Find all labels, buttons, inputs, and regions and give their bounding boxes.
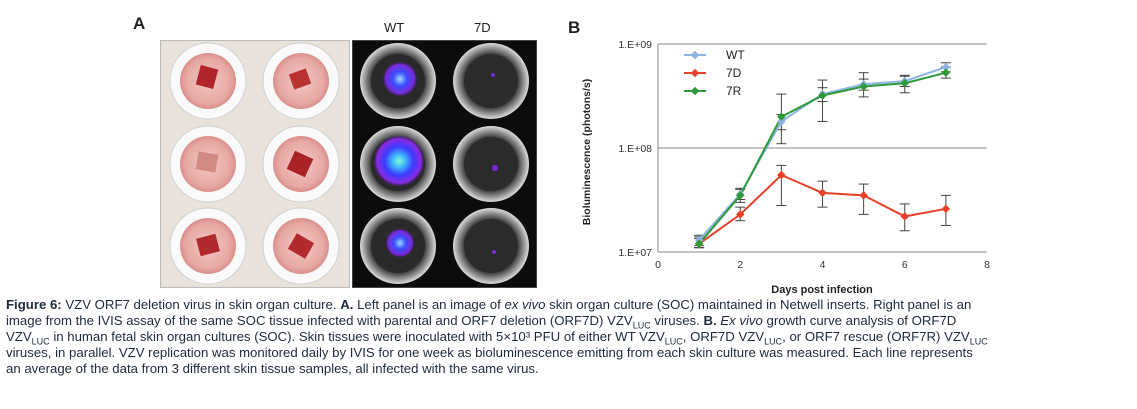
caption-text: viruses.	[650, 313, 704, 328]
axes: 1.E+07 1.E+08 1.E+09 0 2 4 6 8	[618, 39, 990, 271]
panel-b-letter: B	[568, 18, 581, 37]
growth-curve-chart: 1.E+07 1.E+08 1.E+09 0 2 4 6 8 WT 7D 7R Biolumine…	[581, 39, 990, 296]
data-point-7d	[818, 188, 827, 198]
caption-b-label: B.	[703, 313, 717, 328]
panel-a-letter: A	[133, 14, 146, 33]
legend-label-7r: 7R	[726, 84, 742, 98]
caption-text: growth curve analysis of ORF7D	[762, 313, 957, 328]
legend-label-7d: 7D	[726, 66, 742, 80]
caption-text: VZV ORF7 deletion virus in skin organ cu…	[61, 297, 341, 312]
caption-line-3: VZVLUC in human fetal skin organ culture…	[6, 329, 1130, 347]
x-tick-label: 8	[984, 259, 990, 271]
ivis-well-grid	[360, 43, 529, 284]
caption-text: in human fetal skin organ cultures (SOC)…	[49, 329, 665, 344]
caption-subscript: LUC	[31, 336, 50, 347]
caption-text: , ORF7D VZV	[682, 329, 765, 344]
data-point-7d	[941, 204, 951, 214]
y-tick-label: 1.E+09	[618, 39, 652, 51]
y-axis-label: Bioluminescence (photons/s)	[581, 79, 593, 225]
skin-culture-wells	[169, 42, 340, 285]
ivis-image	[352, 40, 537, 288]
legend: WT 7D 7R	[684, 48, 745, 98]
caption-text: Left panel is an image of	[353, 297, 505, 312]
data-point-7d	[900, 212, 909, 221]
caption-text: viruses, in parallel. VZV replication wa…	[6, 345, 973, 360]
ivis-wells	[360, 43, 529, 284]
well-grid	[169, 42, 340, 285]
caption-text: VZV	[6, 329, 32, 344]
caption-line-4: viruses, in parallel. VZV replication wa…	[6, 345, 1130, 361]
caption-italic: ex vivo	[504, 297, 546, 312]
caption-text: , or ORF7 rescue (ORF7R) VZV	[782, 329, 970, 344]
legend-marker-wt	[690, 50, 700, 60]
x-axis-label: Days post infection	[771, 284, 873, 296]
caption-line-1: Figure 6: VZV ORF7 deletion virus in ski…	[6, 297, 1130, 313]
gridlines	[658, 43, 987, 149]
legend-label-wt: WT	[726, 48, 745, 62]
y-tick-label: 1.E+08	[618, 143, 652, 155]
caption-subscript: LUC	[664, 336, 683, 347]
caption-italic: Ex vivo	[720, 313, 763, 328]
figure-caption: Figure 6: VZV ORF7 deletion virus in ski…	[6, 297, 1130, 377]
legend-marker-7d	[690, 68, 700, 78]
caption-text: image from the IVIS assay of the same SO…	[6, 313, 633, 328]
x-tick-label: 6	[902, 259, 908, 271]
data-point-7d	[859, 191, 868, 200]
x-tick-label: 0	[655, 259, 661, 271]
y-tick-label: 1.E+07	[618, 247, 652, 259]
legend-marker-7r	[690, 86, 700, 96]
caption-figure-label: Figure 6:	[6, 297, 62, 312]
caption-a-label: A.	[340, 297, 354, 312]
caption-subscript: LUC	[764, 336, 783, 347]
caption-subscript: LUC	[969, 336, 988, 347]
column-label-wt: WT	[384, 20, 405, 35]
caption-line-2: image from the IVIS assay of the same SO…	[6, 313, 1130, 331]
caption-line-5: an average of the data from 3 different …	[6, 361, 1130, 377]
x-tick-label: 2	[737, 259, 743, 271]
data-point-7r	[941, 68, 951, 77]
skin-culture-photo	[160, 40, 350, 288]
caption-text: skin organ culture (SOC) maintained in N…	[545, 297, 972, 312]
column-label-7d: 7D	[474, 20, 491, 35]
x-tick-label: 4	[820, 259, 826, 271]
caption-subscript: LUC	[632, 320, 651, 331]
caption-text: an average of the data from 3 different …	[6, 361, 539, 376]
